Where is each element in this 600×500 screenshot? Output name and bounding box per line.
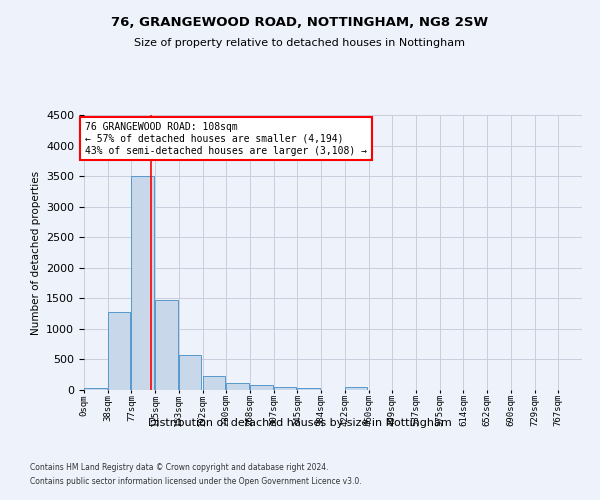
Bar <box>131 176 154 390</box>
Bar <box>226 384 249 390</box>
Bar <box>298 388 320 390</box>
Bar <box>108 312 130 390</box>
Text: 76, GRANGEWOOD ROAD, NOTTINGHAM, NG8 2SW: 76, GRANGEWOOD ROAD, NOTTINGHAM, NG8 2SW <box>112 16 488 29</box>
Text: 76 GRANGEWOOD ROAD: 108sqm
← 57% of detached houses are smaller (4,194)
43% of s: 76 GRANGEWOOD ROAD: 108sqm ← 57% of deta… <box>85 122 367 156</box>
Bar <box>179 355 202 390</box>
Bar <box>345 386 367 390</box>
Text: Contains public sector information licensed under the Open Government Licence v3: Contains public sector information licen… <box>30 476 362 486</box>
Bar <box>250 385 272 390</box>
Bar <box>274 386 296 390</box>
Text: Size of property relative to detached houses in Nottingham: Size of property relative to detached ho… <box>134 38 466 48</box>
Bar <box>203 376 225 390</box>
Bar <box>155 300 178 390</box>
Bar <box>84 388 107 390</box>
Y-axis label: Number of detached properties: Number of detached properties <box>31 170 41 334</box>
Text: Contains HM Land Registry data © Crown copyright and database right 2024.: Contains HM Land Registry data © Crown c… <box>30 463 329 472</box>
Text: Distribution of detached houses by size in Nottingham: Distribution of detached houses by size … <box>148 418 452 428</box>
